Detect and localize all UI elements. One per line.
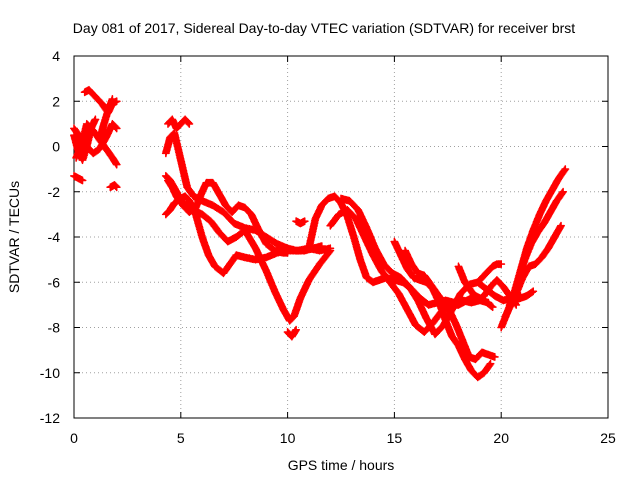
y-tick-label: -2 [48, 184, 61, 200]
axis-ticks: 0 5 10 15 20 25 -12 -10 -8 -6 -4 -2 0 2 4 [40, 48, 616, 446]
series-track-14 [292, 217, 309, 228]
y-tick-label: -8 [48, 320, 61, 336]
series-track-7 [106, 181, 121, 192]
x-tick-label: 25 [600, 430, 616, 446]
y-tick-label: -4 [48, 229, 61, 245]
y-tick-label: -10 [40, 365, 60, 381]
data-series [70, 85, 570, 382]
y-tick-label: -6 [48, 274, 61, 290]
series-track-19 [401, 246, 499, 364]
series-track-25 [503, 287, 538, 307]
x-tick-label: 20 [493, 430, 509, 446]
y-tick-label: 0 [52, 139, 60, 155]
x-tick-label: 15 [387, 430, 403, 446]
series-track-11 [161, 128, 326, 255]
series-track-5 [95, 95, 117, 144]
series-marks [163, 115, 194, 133]
series-marks [283, 325, 301, 341]
y-tick-label: -12 [40, 410, 60, 426]
y-tick-label: 4 [52, 48, 60, 64]
series-marks [292, 217, 309, 228]
series-track-12 [163, 115, 194, 133]
series-track-13 [283, 325, 301, 341]
series-track-4 [70, 115, 100, 165]
x-tick-label: 10 [280, 430, 296, 446]
y-tick-label: 2 [52, 93, 60, 109]
series-marks [106, 181, 121, 192]
y-axis-label: SDTVAR / TECUs [6, 181, 22, 293]
x-tick-label: 0 [70, 430, 78, 446]
x-axis-label: GPS time / hours [288, 457, 395, 473]
chart-title: Day 081 of 2017, Sidereal Day-to-day VTE… [73, 20, 575, 36]
series-track-21 [475, 260, 506, 284]
x-tick-label: 5 [177, 430, 185, 446]
series-track-10 [161, 171, 292, 257]
series-track-6 [70, 171, 87, 185]
